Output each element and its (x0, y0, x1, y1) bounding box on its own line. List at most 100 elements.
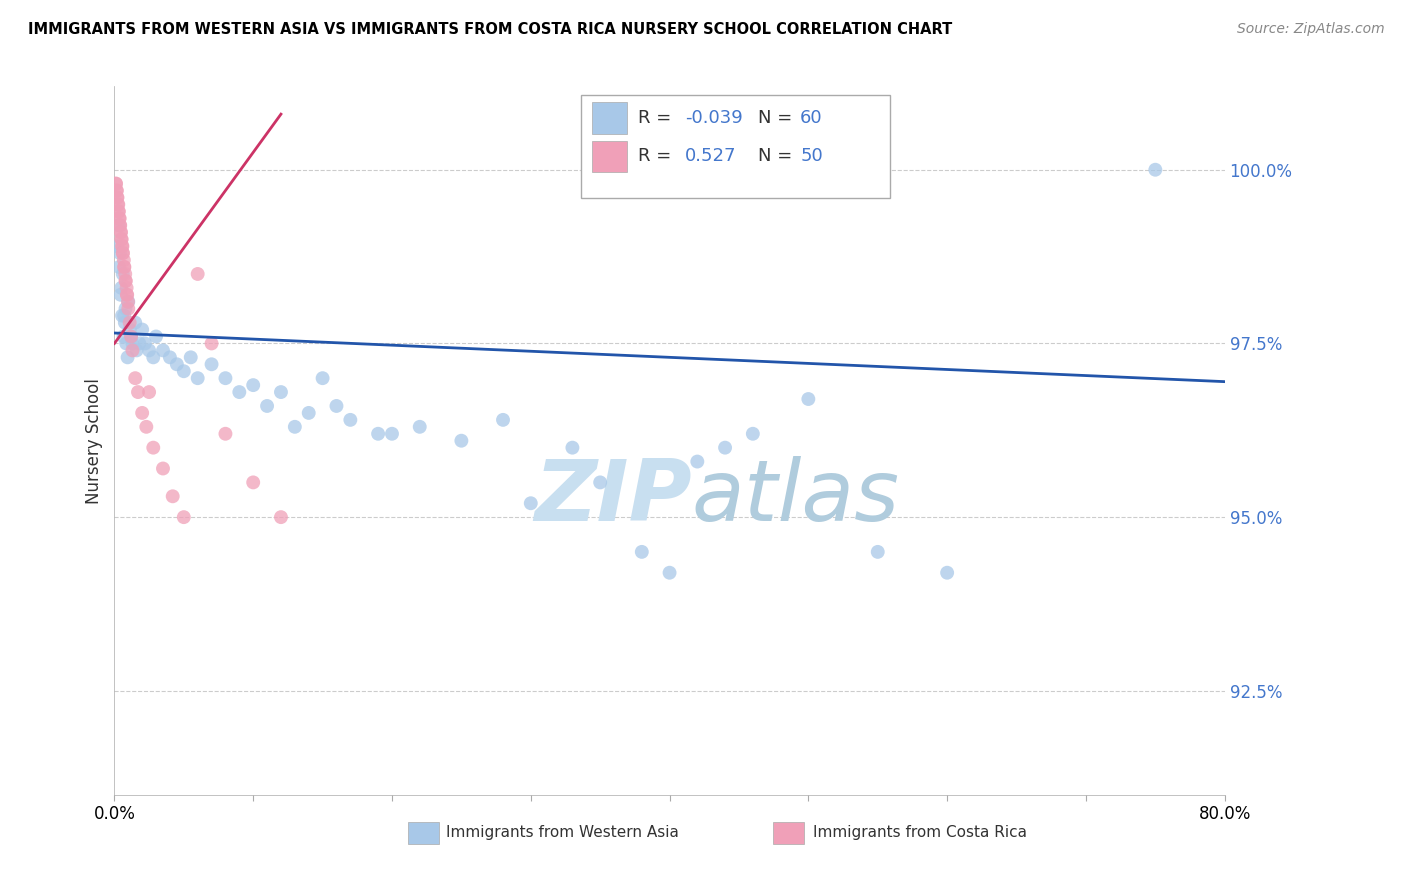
Point (110, 225, 132, 239)
Text: N =: N = (758, 147, 797, 165)
Point (118, 316, 141, 330)
Point (450, 434, 472, 448)
Point (127, 385, 149, 400)
Point (111, 309, 134, 323)
Point (741, 426, 763, 441)
Point (108, 204, 131, 219)
Point (105, 239, 128, 253)
Point (120, 329, 142, 343)
Point (124, 316, 146, 330)
Point (270, 385, 292, 400)
Point (936, 566, 959, 580)
Point (108, 260, 131, 274)
Text: R =: R = (638, 147, 678, 165)
Point (110, 219, 132, 233)
Point (117, 301, 139, 316)
Point (242, 475, 264, 490)
Point (187, 371, 209, 385)
Point (108, 211, 131, 226)
Text: Source: ZipAtlas.com: Source: ZipAtlas.com (1237, 22, 1385, 37)
Point (152, 461, 174, 475)
Point (142, 441, 165, 455)
Point (115, 336, 138, 351)
Point (112, 253, 135, 268)
Point (214, 426, 236, 441)
Point (131, 406, 153, 420)
Point (105, 184, 128, 198)
Point (112, 309, 135, 323)
Point (111, 232, 134, 246)
Point (114, 267, 136, 281)
Text: N =: N = (758, 109, 797, 127)
Point (714, 441, 737, 455)
Point (110, 281, 132, 295)
Text: IMMIGRANTS FROM WESTERN ASIA VS IMMIGRANTS FROM COSTA RICA NURSERY SCHOOL CORREL: IMMIGRANTS FROM WESTERN ASIA VS IMMIGRAN… (28, 22, 952, 37)
Point (284, 419, 307, 434)
Point (135, 419, 157, 434)
Point (166, 357, 188, 371)
Point (104, 177, 127, 191)
Point (145, 329, 167, 343)
Point (114, 316, 136, 330)
Point (114, 274, 136, 288)
Point (520, 496, 543, 510)
Point (124, 371, 146, 385)
Text: R =: R = (638, 109, 678, 127)
Point (107, 204, 129, 219)
Point (121, 343, 143, 358)
Point (866, 545, 889, 559)
Point (117, 294, 139, 309)
Point (134, 336, 156, 351)
Point (311, 371, 333, 385)
Point (298, 406, 321, 420)
Point (325, 399, 347, 413)
Text: ZIP: ZIP (534, 456, 692, 539)
Point (105, 184, 128, 198)
Point (658, 566, 681, 580)
Point (200, 357, 222, 371)
Point (187, 267, 209, 281)
Point (138, 385, 160, 400)
Point (110, 225, 132, 239)
Point (162, 489, 184, 503)
Point (173, 364, 195, 378)
Point (128, 336, 150, 351)
Point (105, 177, 128, 191)
Point (115, 281, 138, 295)
Point (111, 239, 134, 253)
Point (107, 219, 129, 233)
Point (105, 190, 128, 204)
Text: 60: 60 (800, 109, 823, 127)
Point (117, 294, 139, 309)
Point (117, 351, 139, 365)
Point (159, 351, 181, 365)
Point (118, 322, 141, 336)
Point (492, 413, 515, 427)
Text: 50: 50 (800, 147, 823, 165)
Point (107, 197, 129, 211)
Point (409, 419, 432, 434)
Point (180, 351, 202, 365)
Text: Immigrants from Costa Rica: Immigrants from Costa Rica (813, 825, 1026, 840)
Point (121, 336, 143, 351)
Text: -0.039: -0.039 (685, 109, 742, 127)
Point (114, 301, 136, 316)
Point (686, 454, 709, 468)
Point (120, 329, 142, 343)
Point (111, 246, 134, 260)
Point (270, 510, 292, 524)
Point (589, 475, 612, 490)
Point (200, 336, 222, 351)
Text: Immigrants from Western Asia: Immigrants from Western Asia (446, 825, 679, 840)
Point (125, 343, 148, 358)
Point (1144, 162, 1167, 177)
Point (112, 260, 135, 274)
Point (228, 385, 250, 400)
Point (131, 322, 153, 336)
Point (173, 510, 195, 524)
Point (367, 426, 389, 441)
Point (142, 351, 165, 365)
Point (152, 343, 174, 358)
Point (111, 267, 134, 281)
Point (381, 426, 404, 441)
